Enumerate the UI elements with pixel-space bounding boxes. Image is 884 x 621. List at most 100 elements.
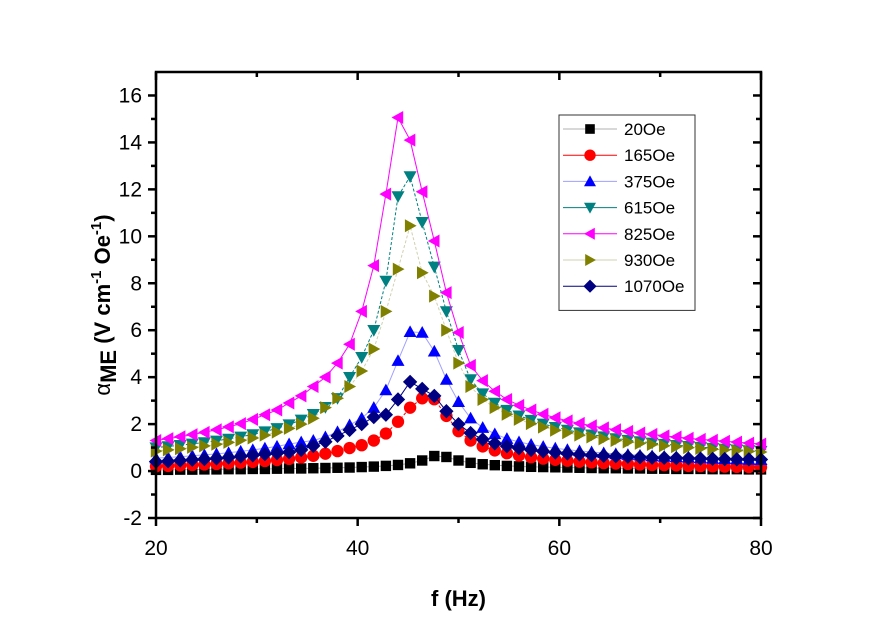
data-point xyxy=(693,451,708,466)
data-point xyxy=(634,436,647,450)
data-point xyxy=(391,415,405,428)
data-point xyxy=(307,449,320,462)
data-point xyxy=(356,364,369,378)
data-point xyxy=(488,427,502,440)
data-point xyxy=(160,454,176,469)
data-point xyxy=(306,380,319,394)
data-point xyxy=(717,451,732,467)
data-point xyxy=(620,449,636,464)
y-axis-title-unit-close: ) xyxy=(90,214,115,221)
y-tick-label: 2 xyxy=(130,413,142,436)
data-point xyxy=(391,354,405,366)
data-point xyxy=(270,403,283,417)
data-point xyxy=(354,416,369,432)
data-point xyxy=(233,449,248,464)
data-point xyxy=(403,133,416,147)
y-tick-label: 8 xyxy=(130,272,142,295)
data-point xyxy=(402,374,418,390)
y-axis-title-unit-open: (V cm xyxy=(90,284,115,350)
data-point xyxy=(235,463,246,475)
data-point xyxy=(500,392,513,406)
legend-item: 825Oe xyxy=(563,225,675,244)
data-point xyxy=(499,439,515,454)
legend-marker xyxy=(585,124,595,134)
data-point xyxy=(671,440,683,454)
data-point xyxy=(549,453,562,466)
data-point xyxy=(367,259,379,273)
legend-marker xyxy=(584,227,595,240)
data-point xyxy=(429,289,441,303)
data-point xyxy=(501,407,514,421)
data-point xyxy=(513,412,526,426)
legend-marker xyxy=(585,254,596,266)
series-1070Oe xyxy=(148,374,769,469)
data-point xyxy=(548,411,561,425)
y-tick-label: 16 xyxy=(119,84,142,107)
data-point xyxy=(173,430,186,444)
data-point xyxy=(441,323,453,337)
data-point xyxy=(296,463,307,474)
data-point xyxy=(392,262,405,276)
data-point xyxy=(306,438,321,454)
data-point xyxy=(415,217,429,229)
data-point xyxy=(281,445,297,460)
data-point xyxy=(427,261,441,274)
data-point xyxy=(390,392,406,407)
data-point xyxy=(235,433,248,447)
data-point xyxy=(342,422,357,438)
legend-item: 615Oe xyxy=(563,199,675,218)
x-tick-label: 20 xyxy=(144,537,167,560)
data-point xyxy=(415,326,429,338)
data-point xyxy=(319,447,332,460)
data-point xyxy=(392,459,404,471)
data-point xyxy=(415,185,428,199)
legend-item: 20Oe xyxy=(563,120,666,139)
data-point xyxy=(476,388,490,401)
x-axis-title: f (Hz) xyxy=(431,586,486,611)
data-point xyxy=(343,441,356,455)
data-point xyxy=(501,460,513,472)
data-point xyxy=(294,442,309,458)
x-tick-label: 40 xyxy=(346,537,369,560)
data-point xyxy=(209,451,224,466)
data-point xyxy=(537,452,550,465)
legend-label: 930Oe xyxy=(624,251,675,270)
data-point xyxy=(355,352,369,364)
data-point xyxy=(670,459,683,472)
data-point xyxy=(417,455,428,466)
data-point xyxy=(441,451,452,463)
data-point xyxy=(562,426,574,440)
data-point xyxy=(185,428,198,442)
data-point xyxy=(199,439,211,453)
data-point xyxy=(742,436,755,450)
data-point xyxy=(355,439,368,452)
data-point xyxy=(633,458,647,471)
data-point xyxy=(269,446,285,461)
data-point xyxy=(573,416,585,430)
data-point xyxy=(379,383,393,396)
data-point xyxy=(523,442,539,458)
data-point xyxy=(694,432,706,446)
data-point xyxy=(308,411,320,425)
data-point xyxy=(197,451,212,467)
data-point xyxy=(561,454,574,467)
data-point xyxy=(573,455,586,468)
data-point xyxy=(439,404,454,419)
data-point xyxy=(247,463,258,475)
data-point xyxy=(173,453,188,468)
data-point xyxy=(368,461,379,472)
data-point xyxy=(512,398,525,412)
data-point xyxy=(294,435,308,448)
data-point xyxy=(234,417,246,431)
data-point xyxy=(596,448,611,463)
data-point xyxy=(644,450,660,465)
legend-label: 615Oe xyxy=(624,199,675,218)
data-point xyxy=(463,425,478,441)
data-point xyxy=(609,423,621,437)
data-point xyxy=(560,414,573,428)
data-point xyxy=(356,461,367,473)
data-point xyxy=(536,444,551,459)
legend-item: 930Oe xyxy=(563,251,675,270)
data-point xyxy=(597,456,610,470)
axis-tick-labels: 20 40 60 80 -2 0 2 4 6 8 10 12 14 16 xyxy=(119,84,773,560)
